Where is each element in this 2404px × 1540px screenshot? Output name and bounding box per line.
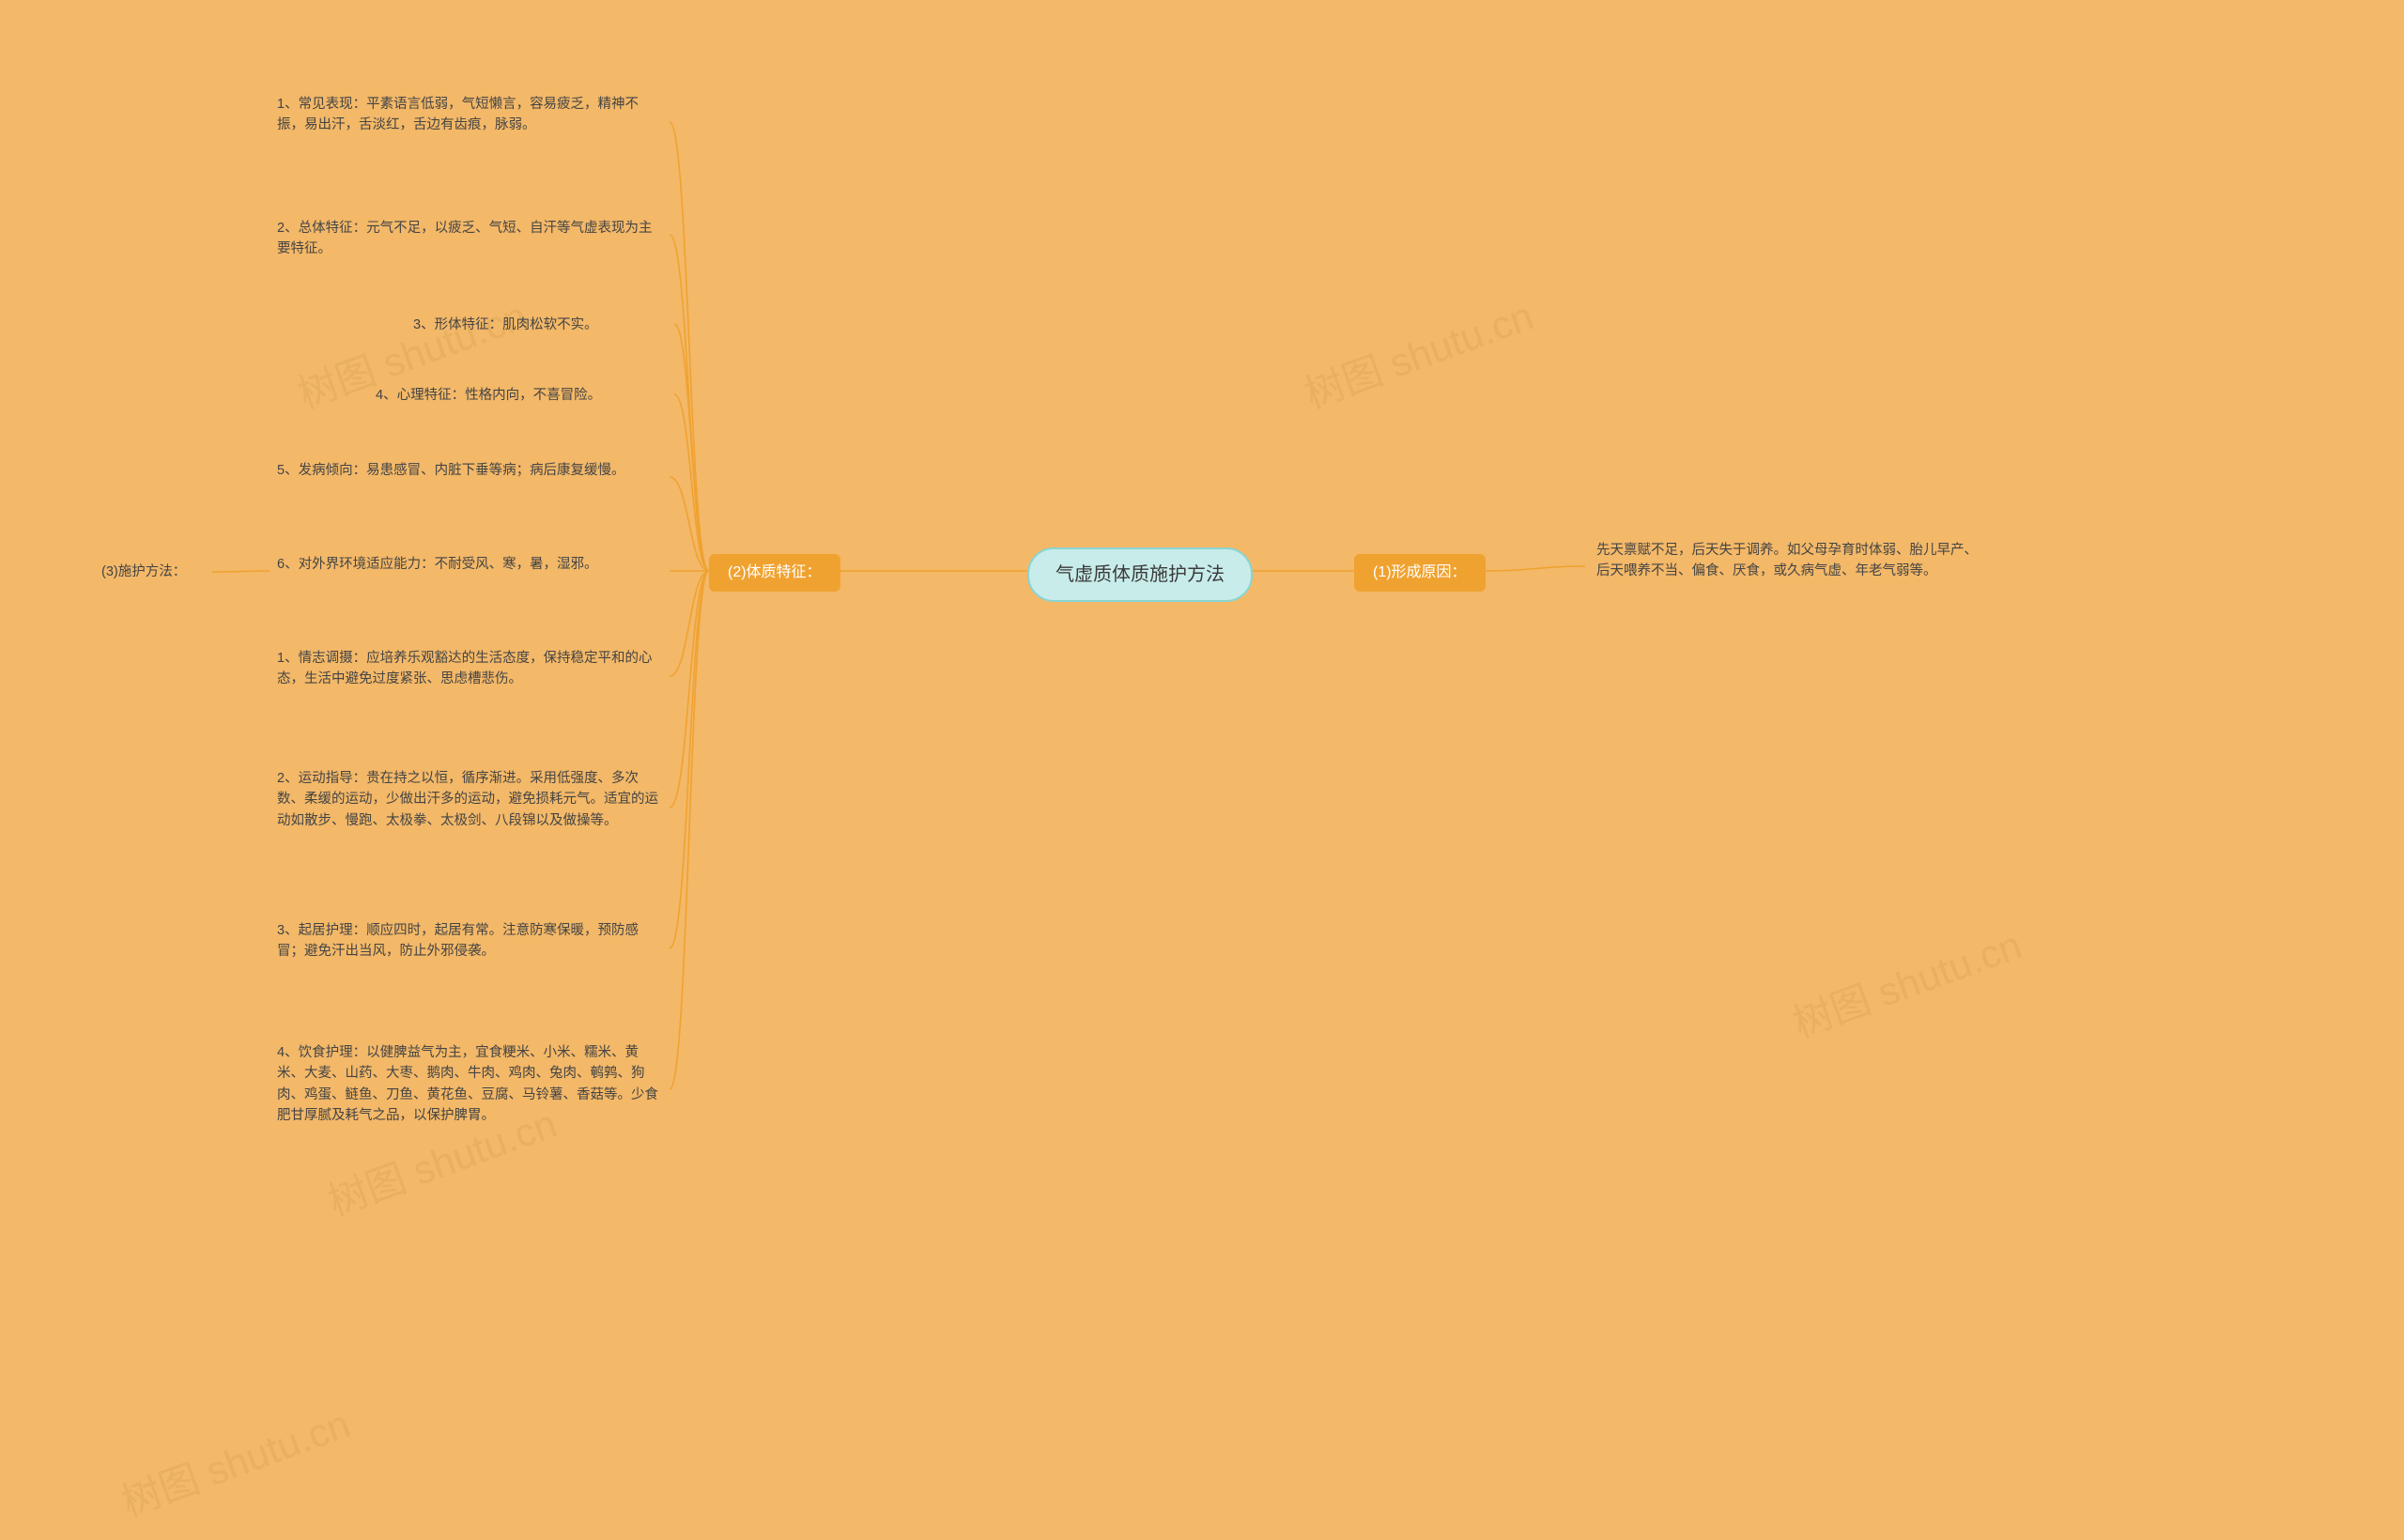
leaf-char-6: 6、对外界环境适应能力：不耐受风、寒，暑，湿邪。 bbox=[277, 554, 662, 575]
watermark: 树图 shutu.cn bbox=[113, 1393, 357, 1528]
leaf-nursing-3: 3、起居护理：顺应四时，起居有常。注意防寒保暖，预防感冒；避免汗出当风，防止外邪… bbox=[277, 920, 662, 962]
branch-characteristics[interactable]: (2)体质特征： bbox=[709, 554, 840, 592]
branch-nursing-methods[interactable]: (3)施护方法： bbox=[101, 562, 186, 582]
watermark: 树图 shutu.cn bbox=[1784, 914, 2028, 1049]
leaf-nursing-2: 2、运动指导：贵在持之以恒，循序渐进。采用低强度、多次数、柔缓的运动，少做出汗多… bbox=[277, 768, 662, 831]
leaf-char-4: 4、心理特征：性格内向，不喜冒险。 bbox=[376, 385, 667, 406]
leaf-char-5: 5、发病倾向：易患感冒、内脏下垂等病；病后康复缓慢。 bbox=[277, 460, 662, 481]
leaf-char-2: 2、总体特征：元气不足，以疲乏、气短、自汗等气虚表现为主要特征。 bbox=[277, 218, 662, 260]
mindmap-canvas: 树图 shutu.cn树图 shutu.cn树图 shutu.cn树图 shut… bbox=[0, 0, 2404, 1540]
leaf-char-3: 3、形体特征：肌肉松软不实。 bbox=[413, 315, 667, 335]
leaf-char-1: 1、常见表现：平素语言低弱，气短懒言，容易疲乏，精神不振，易出汗，舌淡红，舌边有… bbox=[277, 94, 662, 136]
leaf-causes-detail: 先天禀赋不足，后天失于调养。如父母孕育时体弱、胎儿早产、后天喂养不当、偏食、厌食… bbox=[1596, 540, 1991, 582]
branch-causes[interactable]: (1)形成原因： bbox=[1354, 554, 1486, 592]
watermark: 树图 shutu.cn bbox=[1296, 285, 1540, 420]
center-node[interactable]: 气虚质体质施护方法 bbox=[1027, 547, 1253, 602]
leaf-nursing-1: 1、情志调摄：应培养乐观豁达的生活态度，保持稳定平和的心态，生活中避免过度紧张、… bbox=[277, 648, 662, 690]
leaf-nursing-4: 4、饮食护理：以健脾益气为主，宜食粳米、小米、糯米、黄米、大麦、山药、大枣、鹅肉… bbox=[277, 1042, 662, 1127]
